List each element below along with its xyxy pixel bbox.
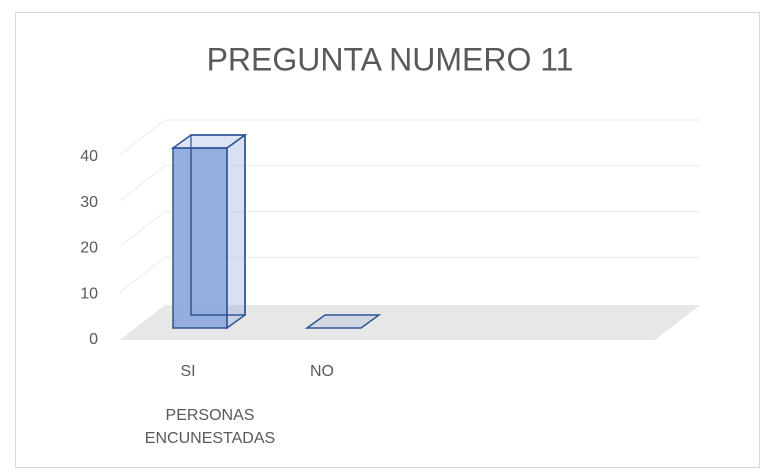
bar-face <box>170 134 248 149</box>
x-axis-title: PERSONAS ENCUNESTADAS <box>144 407 276 447</box>
chart-title: PREGUNTA NUMERO 11 <box>207 41 574 77</box>
bar-face <box>172 147 228 329</box>
grid-line <box>119 165 166 202</box>
floor <box>120 305 700 340</box>
bar <box>304 314 382 329</box>
bar <box>170 133 248 330</box>
y-tick-label: 10 <box>80 285 98 302</box>
x-tick-label: NO <box>310 363 334 380</box>
x-tick-label: SI <box>180 363 195 380</box>
grid-line <box>119 119 166 156</box>
grid-line <box>119 211 166 247</box>
chart-border <box>15 12 760 468</box>
y-tick-label: 20 <box>80 240 98 257</box>
bar-face <box>226 133 246 330</box>
y-tick-label: 30 <box>80 194 98 211</box>
y-tick-label: 0 <box>89 331 98 348</box>
bar-face <box>304 314 382 329</box>
grid-line <box>119 256 166 293</box>
y-tick-label: 40 <box>80 148 98 165</box>
